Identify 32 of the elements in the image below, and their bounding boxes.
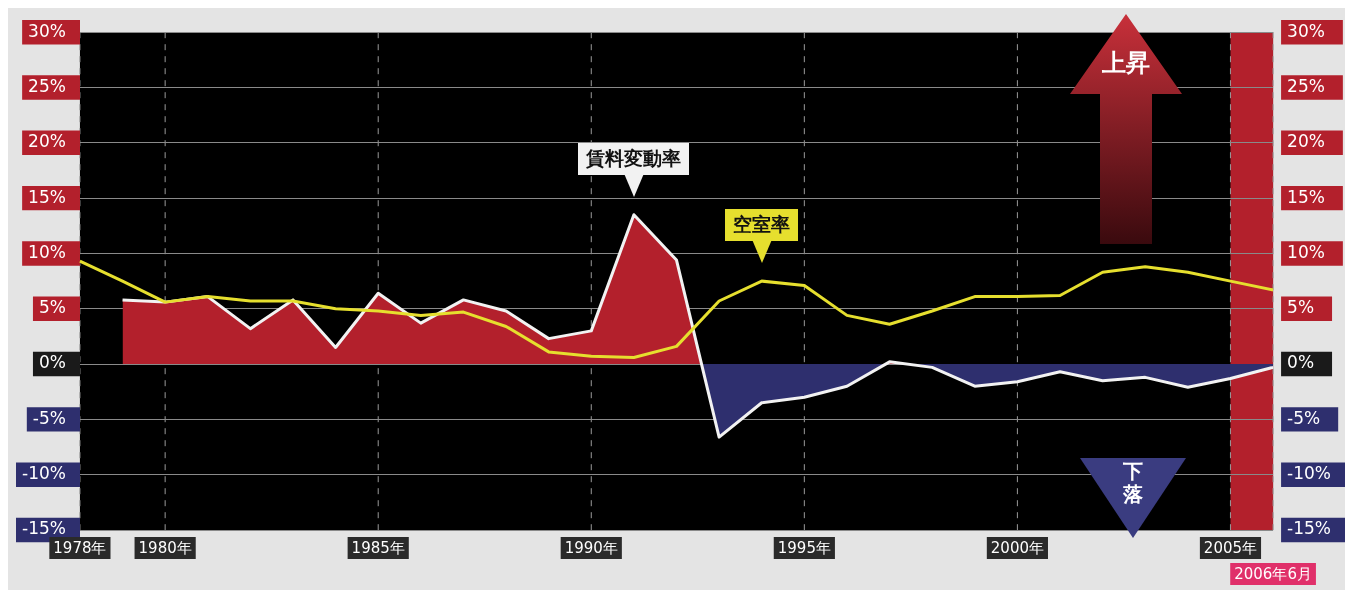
- y2-tick-label: 20%: [1287, 131, 1325, 152]
- y2-tick-label: 5%: [1287, 297, 1315, 318]
- y2-tick-label: 0%: [1287, 352, 1315, 373]
- y2-tick-label: 25%: [1287, 75, 1325, 96]
- x-tick-label: 2000年: [990, 538, 1044, 557]
- y-tick-label: 5%: [38, 297, 66, 318]
- y-tick-label: 15%: [28, 186, 66, 207]
- y-tick-label: -5%: [32, 407, 66, 428]
- y-tick-label: 20%: [28, 131, 66, 152]
- y-tick-label: 25%: [28, 75, 66, 96]
- y2-tick-label: 10%: [1287, 241, 1325, 262]
- y-tick-label: -10%: [22, 463, 66, 484]
- y2-tick-label: 30%: [1287, 20, 1325, 41]
- y-tick-label: 0%: [38, 352, 66, 373]
- y-tick-label: 30%: [28, 20, 66, 41]
- text: 空室率: [725, 209, 799, 242]
- x-tick-label: 1980年: [138, 538, 192, 557]
- y-tick-label: 10%: [28, 241, 66, 262]
- annotation: 下落: [1122, 459, 1144, 506]
- y2-tick-label: 15%: [1287, 186, 1325, 207]
- text: 賃料変動率: [578, 142, 690, 175]
- annotation: 上昇: [1101, 49, 1151, 77]
- x-tick-label: 1990年: [564, 538, 618, 557]
- x-tick-label: 1978年: [53, 538, 107, 557]
- x-tick-label: 2006年6月: [1234, 564, 1312, 583]
- y2-tick-label: -10%: [1287, 463, 1331, 484]
- y2-tick-label: -5%: [1287, 407, 1321, 428]
- y2-tick-label: -15%: [1287, 518, 1331, 539]
- x-tick-label: 1995年: [777, 538, 831, 557]
- y-tick-label: -15%: [22, 518, 66, 539]
- x-tick-label: 1985年: [351, 538, 405, 557]
- x-tick-label: 2005年: [1203, 538, 1258, 557]
